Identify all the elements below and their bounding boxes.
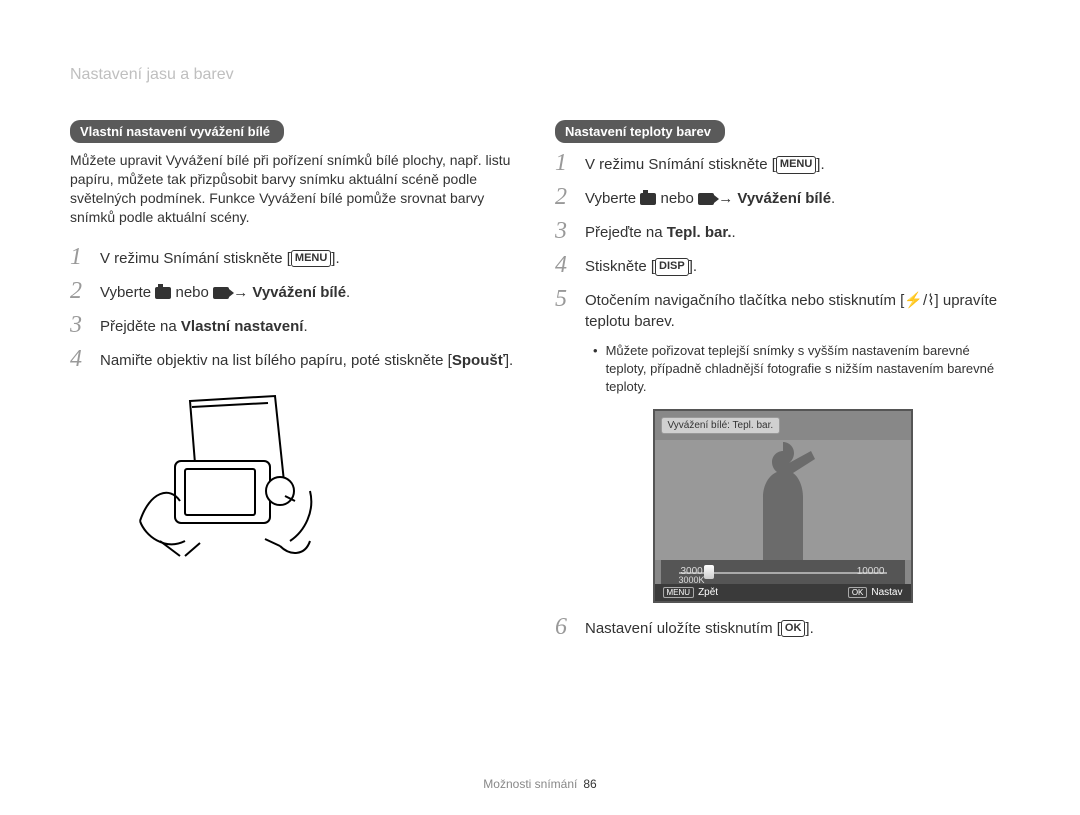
left-column: Vlastní nastavení vyvážení bílé Můžete u… [70, 60, 525, 649]
tick-left: 3000 [681, 566, 703, 577]
page-footer: Možnosti snímání86 [0, 777, 1080, 791]
screen-preview [655, 440, 911, 560]
step-number: 4 [555, 253, 573, 277]
temp-slider: 3000K 3000 10000 [661, 560, 905, 584]
menu-icon: MENU [776, 156, 816, 173]
slider-thumb [704, 565, 714, 579]
step-text: Vyberte nebo → Vyvážení bílé. [100, 279, 350, 303]
step-text: Přejděte na Vlastní nastavení. [100, 313, 308, 337]
intro-text: Můžete upravit Vyvážení bílé při pořízen… [70, 151, 525, 227]
page-body: Vlastní nastavení vyvážení bílé Můžete u… [0, 0, 1080, 679]
step-number: 3 [70, 313, 88, 337]
section-pill-color-temp: Nastavení teploty barev [555, 120, 725, 143]
person-silhouette-icon [738, 442, 828, 560]
step-number: 4 [70, 347, 88, 371]
ok-icon: OK [781, 620, 806, 637]
menu-btn-icon: MENU [663, 587, 695, 598]
camera-paper-illustration [130, 391, 525, 576]
step-number: 6 [555, 615, 573, 639]
screen-footer: MENUZpět OKNastav [655, 584, 911, 601]
camera-icon [640, 193, 656, 205]
right-column: Nastavení teploty barev 1 V režimu Snímá… [555, 60, 1010, 649]
step-number: 1 [555, 151, 573, 175]
video-icon [698, 193, 714, 205]
wifi-icon: ⌇ [927, 292, 934, 309]
step-text: Přejeďte na Tepl. bar.. [585, 219, 736, 243]
step-text: Nastavení uložíte stisknutím [OK]. [585, 615, 814, 639]
menu-icon: MENU [291, 250, 331, 267]
step-number: 1 [70, 245, 88, 269]
step-text: V režimu Snímání stiskněte [MENU]. [585, 151, 825, 175]
video-icon [213, 287, 229, 299]
step-text: Stiskněte [DISP]. [585, 253, 697, 277]
right-steps-cont: 6 Nastavení uložíte stisknutím [OK]. [555, 615, 1010, 639]
ok-btn-icon: OK [848, 587, 868, 598]
disp-icon: DISP [655, 258, 689, 275]
step-text: Vyberte nebo → Vyvážení bílé. [585, 185, 835, 209]
camera-icon [155, 287, 171, 299]
page-header: Nastavení jasu a barev [70, 66, 234, 84]
step-number: 5 [555, 287, 573, 311]
step-text: Otočením navigačního tlačítka nebo stisk… [585, 287, 1010, 332]
step-number: 2 [70, 279, 88, 303]
left-steps: 1 V režimu Snímání stiskněte [MENU]. 2 V… [70, 245, 525, 371]
step-number: 2 [555, 185, 573, 209]
step-text: V režimu Snímání stiskněte [MENU]. [100, 245, 340, 269]
tick-right: 10000 [857, 566, 885, 577]
step-number: 3 [555, 219, 573, 243]
flash-icon: ⚡ [904, 292, 923, 309]
right-steps: 1 V režimu Snímání stiskněte [MENU]. 2 V… [555, 151, 1010, 332]
lcd-screen-mock: Vyvážení bílé: Tepl. bar. 3000K 3000 100… [653, 409, 913, 603]
note-bullet: Můžete pořizovat teplejší snímky s vyšší… [593, 342, 1010, 397]
section-pill-custom-wb: Vlastní nastavení vyvážení bílé [70, 120, 284, 143]
screen-title: Vyvážení bílé: Tepl. bar. [661, 417, 781, 434]
step-text: Namiřte objektiv na list bílého papíru, … [100, 347, 513, 371]
